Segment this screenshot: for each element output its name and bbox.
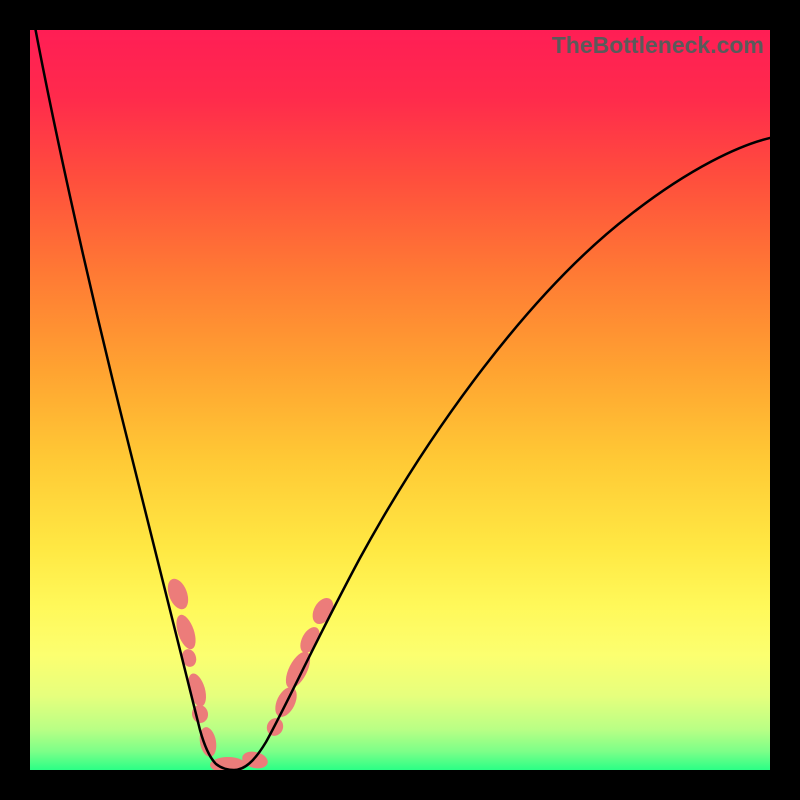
watermark-text: TheBottleneck.com — [552, 32, 764, 59]
chart-frame: TheBottleneck.com — [0, 0, 800, 800]
data-marker — [185, 671, 210, 708]
data-marker — [296, 624, 323, 656]
plot-area: TheBottleneck.com — [30, 30, 770, 770]
bottleneck-curve — [30, 30, 770, 770]
chart-svg — [30, 30, 770, 770]
marker-group — [164, 576, 338, 770]
